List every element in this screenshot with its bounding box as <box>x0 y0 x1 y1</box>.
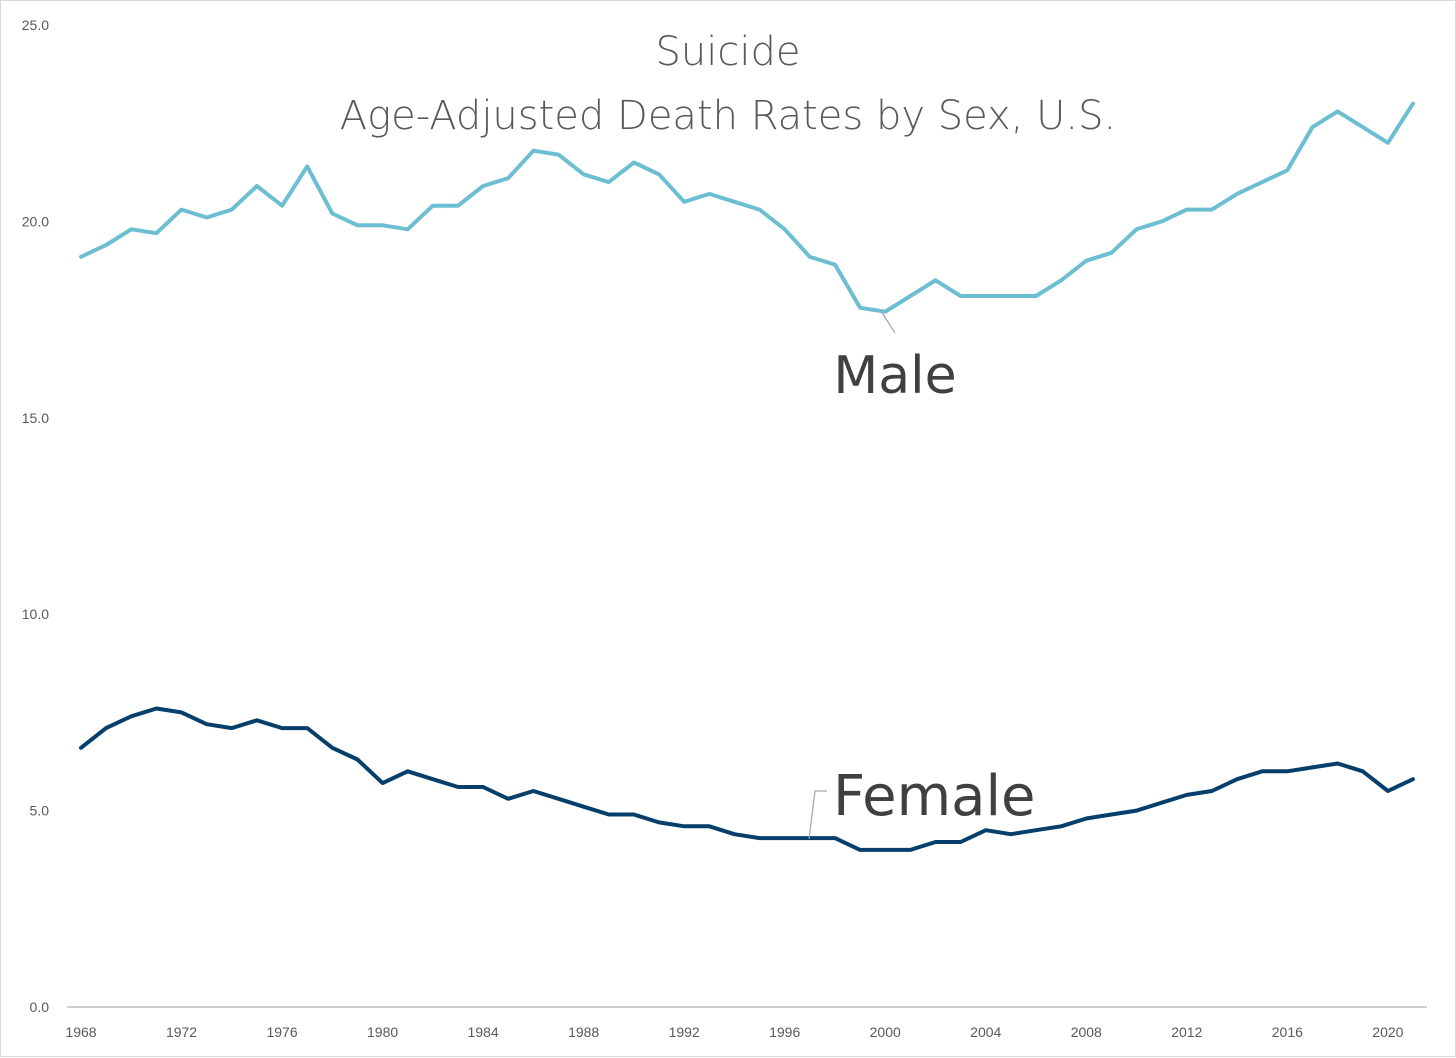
y-tick-label: 10.0 <box>22 606 49 622</box>
x-tick-label: 1988 <box>568 1024 599 1040</box>
y-tick-label: 5.0 <box>30 803 50 819</box>
chart-title: Suicide <box>656 29 801 75</box>
x-tick-label: 2000 <box>870 1024 901 1040</box>
x-tick-label: 1968 <box>65 1024 96 1040</box>
x-tick-label: 1996 <box>769 1024 800 1040</box>
series-lines <box>79 101 1415 852</box>
x-tick-label: 2020 <box>1372 1024 1403 1040</box>
female-label-leader <box>808 790 827 840</box>
series-line-male <box>79 101 1415 314</box>
series-line-female <box>79 706 1415 852</box>
x-tick-label: 2008 <box>1071 1024 1102 1040</box>
y-tick-label: 0.0 <box>30 999 50 1015</box>
y-tick-label: 15.0 <box>22 410 49 426</box>
y-tick-label: 25.0 <box>22 17 49 33</box>
x-tick-label: 2012 <box>1171 1024 1202 1040</box>
chart-subtitle: Age-Adjusted Death Rates by Sex, U.S. <box>340 93 1117 139</box>
y-tick-label: 20.0 <box>22 213 49 229</box>
x-axis-ticks: 1968 1972 1976 1980 1984 1988 1992 1996 2000 2004… <box>65 1024 1403 1040</box>
series-label-male: Male <box>833 346 956 406</box>
x-tick-label: 1992 <box>669 1024 700 1040</box>
x-tick-label: 1976 <box>266 1024 297 1040</box>
x-tick-label: 1984 <box>468 1024 499 1040</box>
x-tick-label: 2016 <box>1272 1024 1303 1040</box>
series-label-female: Female <box>833 764 1035 829</box>
y-axis-ticks: 0.0 5.0 10.0 15.0 20.0 25.0 <box>22 17 49 1015</box>
x-tick-label: 1972 <box>166 1024 197 1040</box>
x-tick-label: 1980 <box>367 1024 398 1040</box>
x-tick-label: 2004 <box>970 1024 1001 1040</box>
male-label-leader <box>880 310 896 334</box>
